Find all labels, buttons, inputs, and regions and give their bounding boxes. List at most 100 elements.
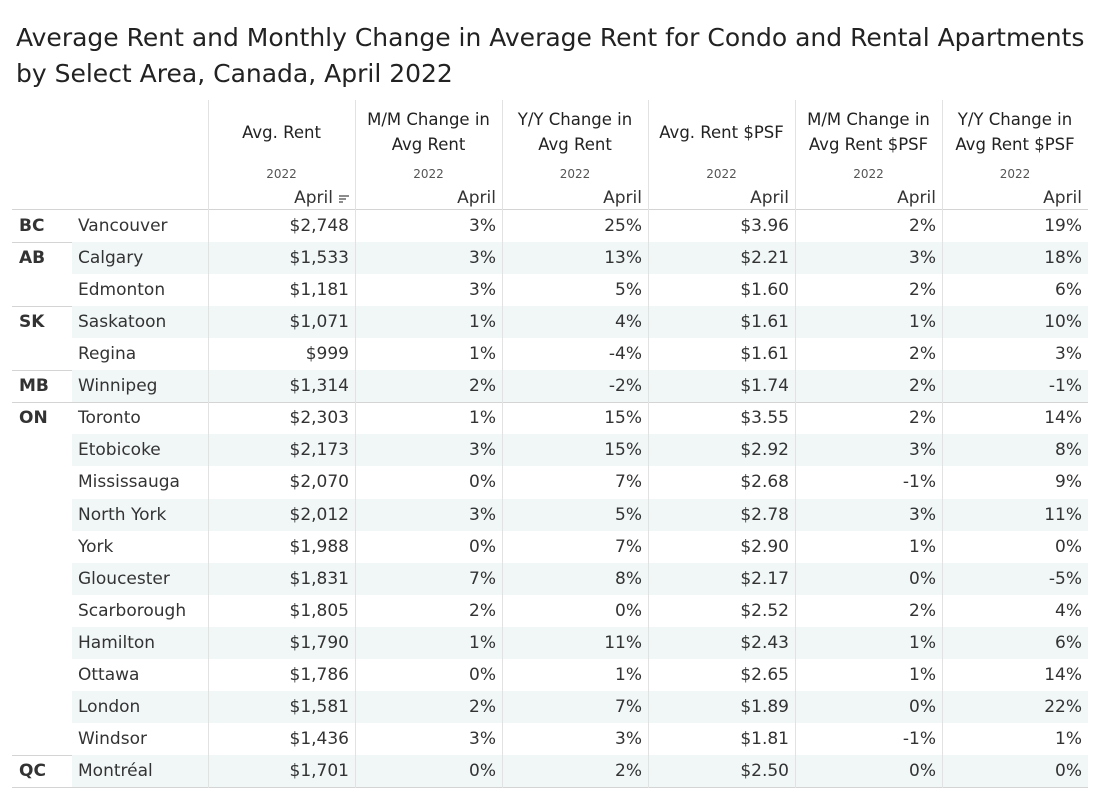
table-cell: 6% [1055, 632, 1082, 653]
table-cell: 14% [1044, 664, 1082, 685]
table-cell: 14% [1044, 408, 1082, 429]
table-cell: $1.81 [740, 728, 789, 749]
table-cell: 25% [604, 216, 642, 236]
city-label: Regina [78, 344, 137, 365]
table-cell: $2.78 [740, 504, 789, 525]
column-header: Avg Rent $PSF [955, 135, 1075, 154]
column-divider [795, 100, 796, 788]
table-cell: 1% [1055, 728, 1082, 749]
table-cell: 3% [469, 728, 496, 749]
column-header: Avg. Rent [242, 123, 321, 142]
column-divider [648, 100, 649, 788]
table-cell: $1,314 [289, 376, 349, 397]
table-cell: 0% [469, 472, 496, 493]
row-band [72, 306, 1088, 339]
table-cell: 8% [1055, 440, 1082, 461]
table-cell: 0% [909, 696, 936, 717]
table-cell: -4% [608, 344, 642, 365]
city-label: Mississauga [78, 472, 180, 493]
column-month: April [294, 188, 333, 208]
column-header: Avg. Rent $PSF [659, 123, 784, 142]
province-label: BC [19, 216, 45, 236]
city-label: Gloucester [78, 568, 170, 589]
table-cell: $2.68 [740, 472, 789, 493]
table-cell: $1,786 [289, 664, 349, 685]
table-cell: 3% [909, 504, 936, 525]
column-header: Y/Y Change in [517, 110, 633, 129]
table-cell: 6% [1055, 280, 1082, 301]
table-cell: 9% [1055, 472, 1082, 493]
table-cell: 1% [469, 632, 496, 653]
row-band [72, 755, 1088, 788]
table-cell: $2,748 [289, 216, 349, 236]
column-header: Avg Rent [391, 135, 466, 154]
table-cell: 2% [909, 376, 936, 397]
table-cell: $2,303 [289, 408, 349, 429]
column-divider [502, 100, 503, 788]
city-label: Winnipeg [78, 376, 158, 397]
table-cell: 0% [909, 568, 936, 589]
table-cell: 3% [909, 440, 936, 461]
table-cell: 1% [469, 344, 496, 365]
table-cell: $1,071 [289, 312, 349, 333]
table-cell: 1% [909, 632, 936, 653]
city-label: Windsor [78, 728, 147, 749]
table-cell: $1.89 [740, 696, 789, 717]
table-cell: 10% [1044, 312, 1082, 333]
column-divider [355, 100, 356, 788]
table-cell: -1% [902, 728, 936, 749]
group-rule [12, 402, 1088, 404]
table-cell: 0% [469, 664, 496, 685]
table-cell: 7% [615, 536, 642, 557]
table-cell: 13% [604, 248, 642, 269]
table-title: Average Rent and Monthly Change in Avera… [16, 23, 1085, 88]
table-cell: 2% [909, 344, 936, 365]
table-cell: 1% [909, 664, 936, 685]
table-cell: 3% [469, 248, 496, 269]
table-cell: 3% [909, 248, 936, 269]
row-band [72, 498, 1088, 531]
column-month: April [1043, 188, 1082, 208]
province-label: SK [19, 312, 45, 333]
city-label: Edmonton [78, 280, 166, 301]
column-year: 2022 [559, 167, 591, 181]
sort-icon[interactable] [338, 193, 350, 205]
table-cell: $1.74 [740, 376, 789, 397]
table-cell: 1% [909, 312, 936, 333]
column-month: April [750, 188, 789, 208]
table-cell: $1,805 [289, 600, 349, 621]
header-rule [12, 209, 1088, 210]
row-band [72, 370, 1088, 403]
table-cell: $2.50 [740, 761, 789, 782]
table-cell: 0% [615, 600, 642, 621]
table-cell: $3.96 [740, 216, 789, 236]
table-cell: $1,581 [289, 696, 349, 717]
table-cell: 3% [469, 504, 496, 525]
row-band [72, 626, 1088, 659]
table-cell: $2,070 [289, 472, 349, 493]
table-cell: 18% [1044, 248, 1082, 269]
table-cell: 3% [469, 440, 496, 461]
table-cell: 11% [604, 632, 642, 653]
province-label: AB [19, 248, 46, 269]
province-label: QC [19, 761, 46, 782]
table-cell: 7% [615, 472, 642, 493]
table-cell: 3% [469, 280, 496, 301]
table-cell: 7% [469, 568, 496, 589]
table-cell: $3.55 [740, 408, 789, 429]
table-cell: -5% [1048, 568, 1082, 589]
table-cell: 15% [604, 440, 642, 461]
column-year: 2022 [706, 167, 737, 181]
province-label: MB [19, 376, 49, 397]
table-cell: 2% [909, 216, 936, 236]
table-cell: $1,533 [289, 248, 349, 269]
column-year: 2022 [999, 167, 1031, 181]
table-cell: $1,181 [289, 280, 349, 301]
table-cell: 3% [469, 216, 496, 236]
column-divider [208, 100, 209, 788]
bottom-rule [12, 787, 1088, 789]
table-cell: 5% [615, 504, 642, 525]
table-cell: 0% [909, 761, 936, 782]
column-header: Avg Rent [538, 135, 612, 154]
table-cell: 1% [615, 664, 642, 685]
